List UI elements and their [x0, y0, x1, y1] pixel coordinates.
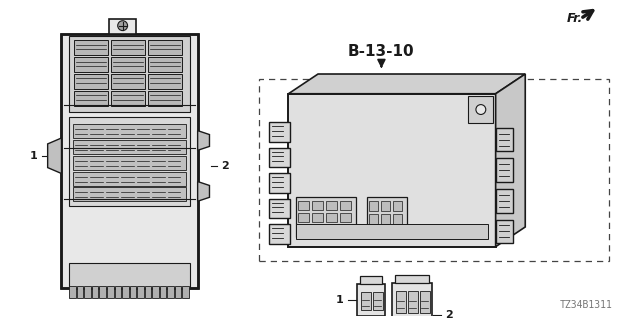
Bar: [312, 201, 323, 210]
Bar: [129, 286, 136, 298]
Bar: [74, 140, 186, 154]
Polygon shape: [495, 74, 525, 247]
Bar: [395, 275, 429, 283]
Bar: [381, 214, 390, 224]
Bar: [74, 124, 186, 138]
Bar: [182, 286, 189, 298]
Bar: [420, 291, 429, 313]
Bar: [148, 74, 182, 89]
Bar: [289, 94, 495, 247]
Bar: [148, 57, 182, 72]
Bar: [381, 201, 390, 211]
Bar: [148, 40, 182, 55]
Bar: [269, 122, 291, 142]
Bar: [298, 201, 309, 210]
Text: Fr.: Fr.: [566, 12, 583, 25]
Bar: [111, 40, 145, 55]
Bar: [495, 128, 513, 151]
Bar: [159, 286, 166, 298]
Text: 1: 1: [336, 295, 344, 305]
Bar: [369, 201, 378, 211]
Text: 1: 1: [30, 151, 38, 161]
Polygon shape: [198, 131, 209, 150]
Bar: [468, 96, 493, 123]
Bar: [74, 74, 108, 89]
Bar: [296, 197, 356, 237]
Text: 2: 2: [445, 310, 453, 320]
Bar: [259, 79, 609, 261]
Bar: [61, 34, 198, 288]
Bar: [340, 213, 351, 222]
Bar: [340, 201, 351, 210]
Bar: [69, 117, 189, 206]
Bar: [148, 91, 182, 106]
Bar: [109, 19, 136, 34]
Bar: [269, 148, 291, 167]
Bar: [298, 213, 309, 222]
Bar: [312, 213, 323, 222]
Bar: [269, 199, 291, 218]
Bar: [298, 225, 309, 234]
Bar: [269, 173, 291, 193]
Bar: [495, 158, 513, 182]
Bar: [495, 189, 513, 213]
Bar: [296, 224, 488, 239]
Bar: [77, 286, 83, 298]
Bar: [99, 286, 106, 298]
Bar: [167, 286, 173, 298]
Circle shape: [118, 21, 127, 31]
Bar: [367, 197, 407, 227]
Bar: [69, 263, 189, 288]
Bar: [84, 286, 91, 298]
Bar: [369, 214, 378, 224]
Bar: [326, 225, 337, 234]
Bar: [392, 283, 431, 319]
Bar: [74, 40, 108, 55]
Bar: [396, 291, 406, 313]
Bar: [69, 36, 189, 113]
Bar: [111, 74, 145, 89]
Bar: [137, 286, 143, 298]
Bar: [326, 213, 337, 222]
Bar: [111, 91, 145, 106]
Bar: [495, 220, 513, 243]
Bar: [145, 286, 151, 298]
Polygon shape: [198, 181, 209, 201]
Bar: [92, 286, 99, 298]
Bar: [61, 34, 198, 288]
Bar: [340, 225, 351, 234]
Text: 2: 2: [221, 161, 229, 171]
Text: B-13-10: B-13-10: [348, 44, 415, 59]
Bar: [362, 292, 371, 310]
Bar: [74, 172, 186, 186]
Bar: [74, 156, 186, 170]
Bar: [122, 286, 129, 298]
Bar: [312, 225, 323, 234]
Bar: [269, 224, 291, 244]
Polygon shape: [289, 74, 525, 94]
Bar: [408, 291, 418, 313]
Bar: [358, 284, 385, 316]
Bar: [69, 286, 76, 298]
Text: TZ34B1311: TZ34B1311: [560, 300, 613, 310]
Polygon shape: [47, 138, 61, 173]
Bar: [175, 286, 181, 298]
Bar: [111, 57, 145, 72]
Bar: [326, 201, 337, 210]
Bar: [393, 214, 402, 224]
Bar: [115, 286, 121, 298]
Bar: [74, 188, 186, 201]
Bar: [74, 91, 108, 106]
Bar: [152, 286, 159, 298]
Circle shape: [476, 105, 486, 115]
Bar: [107, 286, 113, 298]
Bar: [74, 57, 108, 72]
Bar: [393, 201, 402, 211]
Bar: [373, 292, 383, 310]
Bar: [360, 276, 382, 284]
